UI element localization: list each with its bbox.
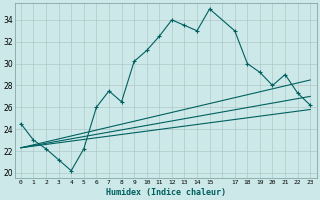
X-axis label: Humidex (Indice chaleur): Humidex (Indice chaleur) xyxy=(106,188,226,197)
